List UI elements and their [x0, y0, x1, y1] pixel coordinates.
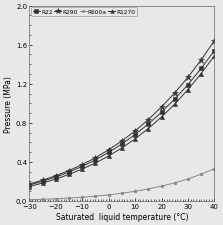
Line: R600a: R600a	[28, 168, 216, 201]
R290	[187, 76, 189, 79]
R600a	[41, 198, 44, 201]
R290	[134, 130, 136, 133]
Legend: R22, R290, R600a, R1270: R22, R290, R600a, R1270	[31, 8, 137, 17]
R600a	[173, 182, 176, 184]
R290	[107, 149, 110, 151]
R22	[94, 159, 97, 162]
R600a	[134, 190, 136, 193]
R600a	[187, 178, 189, 180]
R1270	[54, 178, 57, 181]
R290	[94, 157, 97, 159]
R290	[28, 183, 31, 185]
Y-axis label: Pressure (MPa): Pressure (MPa)	[4, 76, 13, 132]
R290	[54, 175, 57, 177]
R1270	[200, 73, 202, 76]
R1270	[160, 116, 163, 119]
R290	[200, 59, 202, 62]
R290	[160, 106, 163, 109]
R22	[160, 111, 163, 114]
X-axis label: Saturated  liquid temperature (°C): Saturated liquid temperature (°C)	[56, 212, 188, 221]
R22	[134, 134, 136, 136]
R22	[187, 84, 189, 87]
R1270	[213, 55, 216, 58]
R600a	[107, 194, 110, 196]
R290	[68, 169, 70, 172]
R600a	[94, 195, 97, 198]
R290	[41, 179, 44, 182]
R290	[147, 119, 150, 122]
Line: R22: R22	[27, 49, 217, 187]
R600a	[68, 197, 70, 200]
R1270	[68, 173, 70, 176]
R600a	[200, 173, 202, 176]
R1270	[28, 185, 31, 188]
R22	[41, 180, 44, 183]
R1270	[120, 147, 123, 150]
R600a	[81, 196, 83, 199]
R22	[28, 184, 31, 187]
R22	[200, 68, 202, 70]
R1270	[41, 182, 44, 185]
Line: R1270: R1270	[27, 54, 217, 189]
R22	[120, 143, 123, 146]
R22	[107, 151, 110, 154]
R600a	[28, 198, 31, 201]
R1270	[147, 128, 150, 130]
R22	[68, 171, 70, 174]
R290	[173, 92, 176, 95]
R600a	[120, 192, 123, 195]
R1270	[173, 103, 176, 106]
R600a	[54, 198, 57, 200]
R290	[213, 40, 216, 43]
R600a	[160, 185, 163, 188]
R1270	[134, 138, 136, 141]
R22	[213, 50, 216, 53]
R22	[81, 165, 83, 168]
R1270	[94, 162, 97, 165]
R1270	[107, 155, 110, 157]
R22	[147, 123, 150, 126]
R290	[81, 164, 83, 166]
R22	[54, 176, 57, 179]
R1270	[81, 168, 83, 171]
Line: R290: R290	[26, 38, 217, 187]
R600a	[213, 168, 216, 170]
R290	[120, 140, 123, 143]
R600a	[147, 188, 150, 191]
R22	[173, 98, 176, 101]
R1270	[187, 89, 189, 92]
